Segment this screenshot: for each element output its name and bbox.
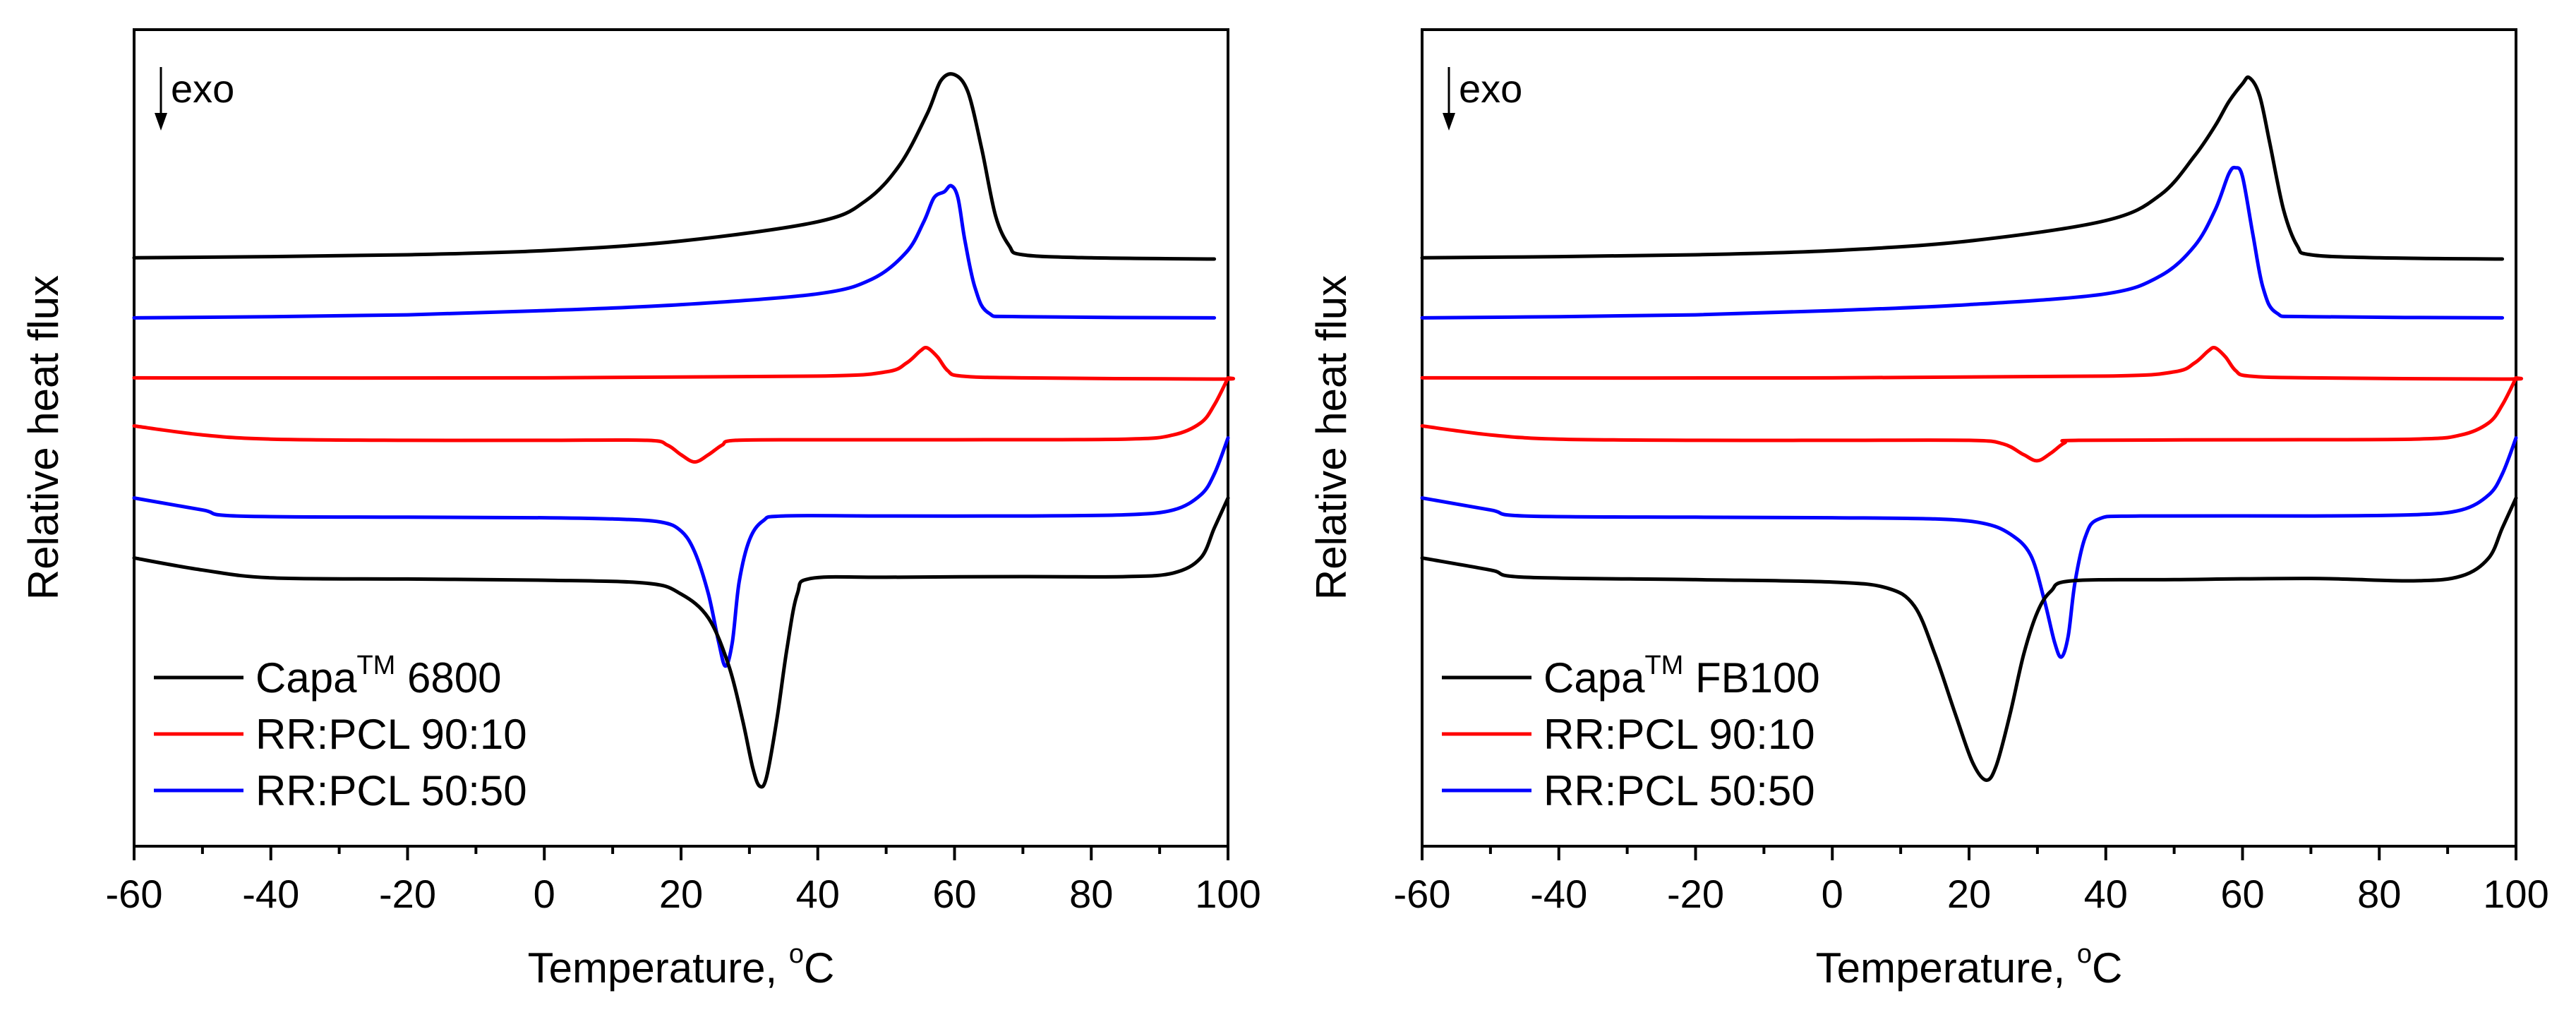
x-ticks: -60 -40 -20 0 20 40 60 80 100 — [1394, 846, 2549, 916]
series-line-5 — [1420, 496, 2518, 782]
x-tick-label: -60 — [1394, 872, 1451, 916]
exo-arrow-icon — [155, 67, 167, 131]
series-layer — [1420, 75, 2523, 782]
series-line-5 — [132, 496, 1230, 789]
series-line-1 — [132, 183, 1217, 320]
legend-entry-1: RR:PCL 90:10 — [1543, 711, 1815, 758]
series-line-3 — [132, 375, 1230, 464]
x-tick-label: -40 — [1530, 872, 1587, 916]
legend-entry-2: RR:PCL 50:50 — [1543, 767, 1815, 814]
x-tick-label: -60 — [106, 872, 163, 916]
y-axis-title: Relative heat flux — [1308, 275, 1355, 600]
x-tick-label: 60 — [2220, 872, 2264, 916]
x-tick-label: 0 — [534, 872, 555, 916]
left-chart: -60 -40 -20 0 20 40 60 80 100 exo CapaTM 6800 RR… — [20, 28, 1261, 992]
x-tick-label: 20 — [1947, 872, 1991, 916]
x-tick-label: 100 — [1195, 872, 1260, 916]
x-tick-label: -20 — [379, 872, 436, 916]
series-line-3 — [1420, 375, 2518, 463]
series-line-2 — [1420, 345, 2523, 381]
legend: CapaTM 6800 RR:PCL 90:10 RR:PCL 50:50 — [154, 651, 527, 814]
exo-arrow-icon — [1443, 67, 1455, 131]
x-tick-label: 0 — [1822, 872, 1843, 916]
legend-entry-2: RR:PCL 50:50 — [255, 767, 527, 814]
right-chart: -60 -40 -20 0 20 40 60 80 100 exo CapaTM FB100 R… — [1308, 28, 2549, 992]
series-line-4 — [132, 436, 1230, 668]
exo-label: exo — [171, 66, 234, 111]
exo-label: exo — [1459, 66, 1522, 111]
legend-entry-0: CapaTM FB100 — [1543, 651, 1820, 702]
series-line-0 — [132, 72, 1217, 261]
series-layer — [132, 72, 1235, 789]
series-line-4 — [1420, 436, 2518, 659]
x-axis-title: Temperature, oC — [528, 939, 835, 992]
x-tick-label: 100 — [2483, 872, 2548, 916]
series-line-2 — [132, 345, 1235, 381]
x-axis-title: Temperature, oC — [1816, 939, 2123, 992]
x-tick-label: -40 — [242, 872, 299, 916]
x-tick-label: 40 — [796, 872, 840, 916]
legend-entry-0: CapaTM 6800 — [255, 651, 501, 702]
x-tick-label: 60 — [932, 872, 976, 916]
x-tick-label: 20 — [659, 872, 703, 916]
legend-entry-1: RR:PCL 90:10 — [255, 711, 527, 758]
x-tick-label: -20 — [1667, 872, 1724, 916]
y-axis-title: Relative heat flux — [20, 275, 67, 600]
x-tick-label: 80 — [2357, 872, 2401, 916]
series-line-0 — [1420, 75, 2505, 261]
x-tick-label: 40 — [2084, 872, 2128, 916]
x-tick-label: 80 — [1069, 872, 1113, 916]
series-line-1 — [1420, 165, 2505, 320]
x-ticks: -60 -40 -20 0 20 40 60 80 100 — [106, 846, 1261, 916]
legend: CapaTM FB100 RR:PCL 90:10 RR:PCL 50:50 — [1442, 651, 1820, 814]
